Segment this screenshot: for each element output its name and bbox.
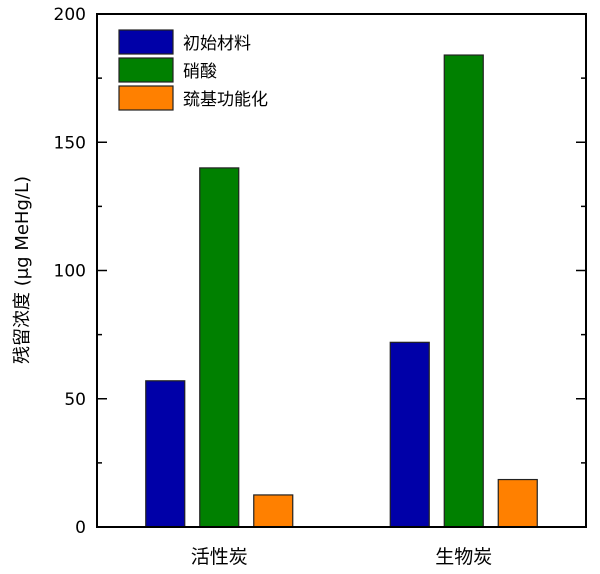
legend-swatch [118,57,174,83]
bar-0-1 [199,167,240,528]
legend-label: 硝酸 [183,62,217,82]
y-ticks: 0 50 100 150 200 [54,5,586,538]
legend-swatch [118,29,174,55]
x-tick-label: 活性炭 [191,546,248,568]
bar-1-2 [497,478,538,528]
legend-swatch [118,85,174,111]
bar-0-2 [253,494,294,528]
y-tick-label: 100 [54,262,86,282]
y-axis-title: 残留浓度 (μg MeHg/L) [12,176,33,364]
bars [145,54,538,528]
y-tick-label: 50 [64,390,86,410]
legend-label: 巯基功能化 [183,90,268,110]
y-tick-label: 150 [54,133,86,153]
legend-label: 初始材料 [183,34,251,54]
x-category-labels: 活性炭 生物炭 [191,546,493,568]
y-tick-label: 0 [75,518,86,538]
bar-1-1 [443,54,484,528]
y-tick-label: 200 [54,5,86,25]
x-tick-label: 生物炭 [435,546,492,568]
bar-0-0 [145,380,186,528]
bar-1-0 [389,341,430,528]
